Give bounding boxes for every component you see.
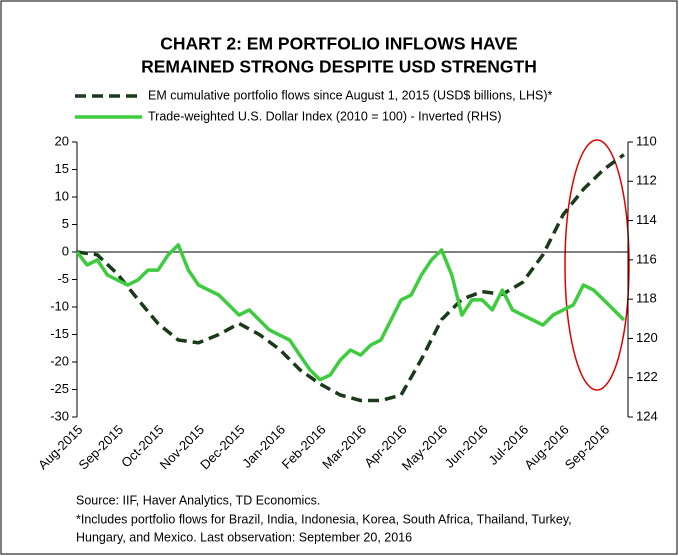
- chart-title: REMAINED STRONG DESPITE USD STRENGTH: [141, 57, 537, 77]
- y2-tick-label: 116: [636, 251, 657, 266]
- y-tick-label: -20: [50, 353, 69, 368]
- y-tick-label: -30: [50, 408, 69, 423]
- series-line: [75, 243, 626, 382]
- chart-title: CHART 2: EM PORTFOLIO INFLOWS HAVE: [160, 34, 517, 54]
- series-line: [76, 153, 625, 403]
- y-tick-label: 5: [62, 216, 69, 231]
- footnote: Hungary, and Mexico. Last observation: S…: [76, 530, 412, 544]
- y2-tick-label: 112: [636, 173, 657, 188]
- y2-tick-label: 120: [636, 330, 658, 345]
- y-tick-label: 10: [55, 188, 69, 203]
- y-tick-label: 20: [55, 133, 69, 148]
- y2-tick-label: 118: [636, 291, 657, 306]
- legend-label: Trade-weighted U.S. Dollar Index (2010 =…: [148, 109, 502, 123]
- y-tick-label: -5: [57, 271, 69, 286]
- y-tick-label: -25: [50, 381, 69, 396]
- source-note: Source: IIF, Haver Analytics, TD Economi…: [76, 493, 320, 507]
- legend-label: EM cumulative portfolio flows since Augu…: [148, 88, 552, 102]
- y2-tick-label: 124: [636, 408, 658, 423]
- y2-tick-label: 110: [636, 133, 657, 148]
- y-tick-label: 0: [62, 243, 69, 258]
- y-tick-label: 15: [55, 161, 69, 176]
- y-tick-label: -15: [50, 326, 69, 341]
- y2-tick-label: 122: [636, 369, 658, 384]
- y2-tick-label: 114: [636, 212, 657, 227]
- y-tick-label: -10: [50, 298, 69, 313]
- highlight-ellipse: [564, 139, 630, 391]
- footnote: *Includes portfolio flows for Brazil, In…: [76, 512, 572, 526]
